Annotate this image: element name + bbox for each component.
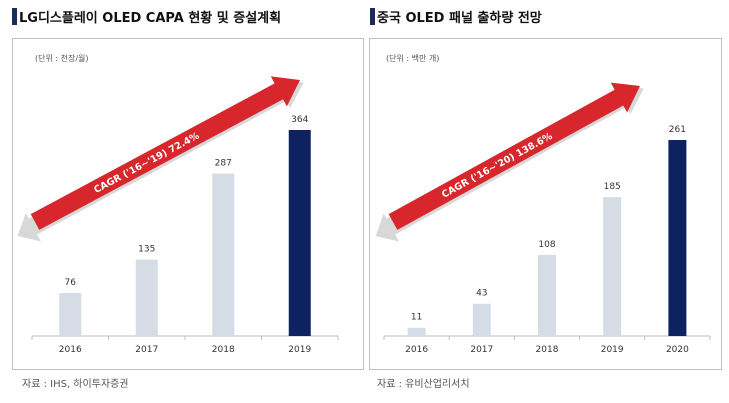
x-tick-label: 2018 bbox=[536, 345, 559, 355]
x-tick-label: 2019 bbox=[288, 345, 311, 355]
chart2-unit: (단위 : 백만 개) bbox=[386, 54, 440, 63]
cagr-label: CAGR ('16~'20) 138.6% bbox=[440, 131, 555, 201]
arrow-body bbox=[388, 82, 640, 230]
arrow-body bbox=[30, 76, 301, 230]
chart1-unit: (단위 : 천장/월) bbox=[35, 54, 89, 63]
chart1-panel: (단위 : 천장/월) bbox=[12, 38, 364, 370]
x-tick-label: 2016 bbox=[59, 345, 82, 355]
data-label: 135 bbox=[138, 245, 155, 255]
data-label: 185 bbox=[604, 182, 621, 192]
bar-2017 bbox=[472, 303, 491, 336]
bar-2019 bbox=[288, 130, 311, 336]
bar-2018 bbox=[538, 254, 556, 336]
chart1-source: 자료 : IHS, 하이투자증권 bbox=[22, 379, 129, 390]
x-tick-label: 2019 bbox=[601, 345, 624, 355]
data-label: 261 bbox=[669, 125, 686, 135]
bar-2017 bbox=[135, 259, 158, 336]
x-tick-label: 2020 bbox=[666, 345, 689, 355]
x-tick-label: 2016 bbox=[405, 345, 428, 355]
bar-2019 bbox=[603, 197, 622, 336]
data-label: 43 bbox=[476, 289, 487, 299]
bar-2018 bbox=[212, 173, 235, 336]
bar-2016 bbox=[407, 327, 426, 336]
title-marker bbox=[370, 8, 375, 25]
x-tick-label: 2018 bbox=[212, 345, 235, 355]
cagr-label: CAGR ('16~'19) 72.4% bbox=[92, 130, 202, 196]
data-label: 108 bbox=[538, 240, 555, 250]
data-label: 11 bbox=[411, 313, 422, 323]
chart2-title-text: 중국 OLED 패널 출하량 전망 bbox=[377, 11, 542, 26]
cagr-arrow: CAGR ('16~'19) 72.4% bbox=[17, 76, 304, 242]
bar-2020 bbox=[668, 140, 687, 336]
x-tick-label: 2017 bbox=[470, 345, 493, 355]
chart1-title: LG디스플레이 OLED CAPA 현황 및 증설계획 bbox=[12, 7, 281, 26]
chart2-source: 자료 : 유비산업리서치 bbox=[377, 379, 470, 390]
bar-2016 bbox=[59, 292, 82, 336]
chart2-title: 중국 OLED 패널 출하량 전망 bbox=[370, 7, 542, 26]
title-marker bbox=[12, 8, 17, 25]
data-label: 364 bbox=[291, 115, 308, 125]
data-label: 287 bbox=[215, 159, 232, 169]
x-tick-label: 2017 bbox=[135, 345, 158, 355]
chart2-panel: (단위 : 백만 개) bbox=[369, 38, 722, 370]
data-label: 76 bbox=[65, 278, 77, 288]
chart1-title-text: LG디스플레이 OLED CAPA 현황 및 증설계획 bbox=[19, 11, 282, 26]
